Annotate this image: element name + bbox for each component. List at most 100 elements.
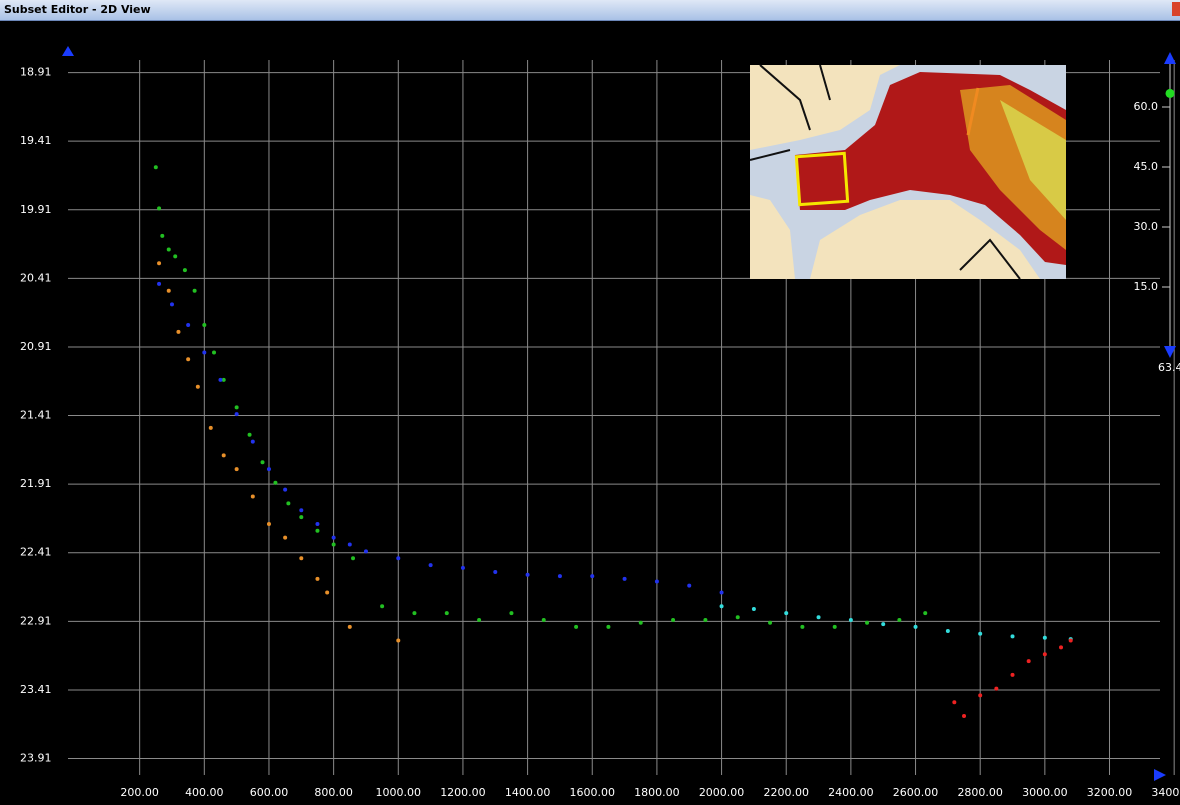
data-point — [833, 625, 837, 629]
data-point — [193, 289, 197, 293]
data-point — [396, 639, 400, 643]
data-point — [720, 604, 724, 608]
data-point — [606, 625, 610, 629]
data-point — [380, 604, 384, 608]
data-point — [196, 385, 200, 389]
data-point — [348, 543, 352, 547]
data-point — [273, 481, 277, 485]
inset-map — [750, 65, 1066, 279]
slider-tick-label: 15.0 — [1134, 280, 1159, 293]
data-point — [978, 693, 982, 697]
data-point — [251, 440, 255, 444]
data-point — [412, 611, 416, 615]
data-point — [202, 350, 206, 354]
data-point — [962, 714, 966, 718]
data-point — [283, 488, 287, 492]
x-tick-label: 200.00 — [120, 786, 159, 799]
x-tick-label: 1200.00 — [440, 786, 486, 799]
data-point — [445, 611, 449, 615]
x-tick-label: 1400.00 — [505, 786, 551, 799]
data-point — [315, 529, 319, 533]
y-axis-arrow — [62, 46, 74, 56]
data-point — [315, 577, 319, 581]
y-tick-label: 21.41 — [20, 409, 52, 422]
data-point — [1011, 673, 1015, 677]
y-tick-label: 18.91 — [20, 66, 52, 79]
data-point — [332, 543, 336, 547]
data-point — [157, 206, 161, 210]
x-tick-label: 1600.00 — [570, 786, 616, 799]
slider-value: 63.4 — [1158, 361, 1180, 374]
x-tick-label: 3000.00 — [1022, 786, 1068, 799]
data-point — [212, 350, 216, 354]
data-point — [574, 625, 578, 629]
data-point — [332, 536, 336, 540]
close-button[interactable] — [1172, 2, 1180, 16]
data-point — [1059, 645, 1063, 649]
x-tick-label: 3400.00 — [1151, 786, 1180, 799]
data-point — [897, 618, 901, 622]
data-point — [235, 467, 239, 471]
data-point — [261, 460, 265, 464]
data-point — [235, 405, 239, 409]
y-tick-label: 22.91 — [20, 614, 52, 627]
x-tick-label: 2400.00 — [828, 786, 874, 799]
data-point — [299, 515, 303, 519]
x-axis-arrow — [1154, 769, 1166, 781]
data-point — [235, 412, 239, 416]
data-point — [209, 426, 213, 430]
data-point — [267, 522, 271, 526]
window: Subset Editor - 2D View 18.9119.4119.912… — [0, 0, 1180, 805]
data-point — [736, 615, 740, 619]
data-point — [396, 556, 400, 560]
slider-up-arrow[interactable] — [1164, 52, 1176, 64]
y-tick-label: 20.41 — [20, 271, 52, 284]
data-point — [477, 618, 481, 622]
data-point — [348, 625, 352, 629]
data-point — [1027, 659, 1031, 663]
data-point — [173, 254, 177, 258]
data-point — [154, 165, 158, 169]
data-point — [639, 621, 643, 625]
data-point — [881, 622, 885, 626]
y-tick-label: 20.91 — [20, 340, 52, 353]
data-point — [267, 467, 271, 471]
data-point — [1069, 639, 1073, 643]
data-point — [286, 501, 290, 505]
data-point — [946, 629, 950, 633]
data-point — [952, 700, 956, 704]
x-tick-label: 2800.00 — [957, 786, 1003, 799]
slider-thumb[interactable] — [1166, 89, 1175, 98]
data-point — [784, 611, 788, 615]
data-point — [157, 261, 161, 265]
data-point — [186, 357, 190, 361]
data-point — [817, 615, 821, 619]
data-point — [315, 522, 319, 526]
data-point — [364, 549, 368, 553]
data-point — [299, 508, 303, 512]
data-point — [167, 289, 171, 293]
data-point — [251, 495, 255, 499]
data-point — [671, 618, 675, 622]
data-point — [299, 556, 303, 560]
y-tick-label: 22.41 — [20, 546, 52, 559]
x-tick-label: 2600.00 — [893, 786, 939, 799]
data-point — [186, 323, 190, 327]
data-point — [590, 574, 594, 578]
data-point — [183, 268, 187, 272]
x-tick-label: 600.00 — [250, 786, 289, 799]
data-point — [248, 433, 252, 437]
data-point — [914, 625, 918, 629]
data-point — [687, 584, 691, 588]
y-tick-label: 21.91 — [20, 477, 52, 490]
data-point — [752, 607, 756, 611]
x-tick-label: 400.00 — [185, 786, 224, 799]
data-point — [849, 618, 853, 622]
window-title: Subset Editor - 2D View — [4, 3, 151, 16]
data-point — [923, 611, 927, 615]
slider-tick-label: 30.0 — [1134, 220, 1159, 233]
y-tick-label: 23.91 — [20, 752, 52, 765]
data-point — [994, 687, 998, 691]
x-tick-label: 2000.00 — [699, 786, 745, 799]
y-tick-label: 19.41 — [20, 134, 52, 147]
